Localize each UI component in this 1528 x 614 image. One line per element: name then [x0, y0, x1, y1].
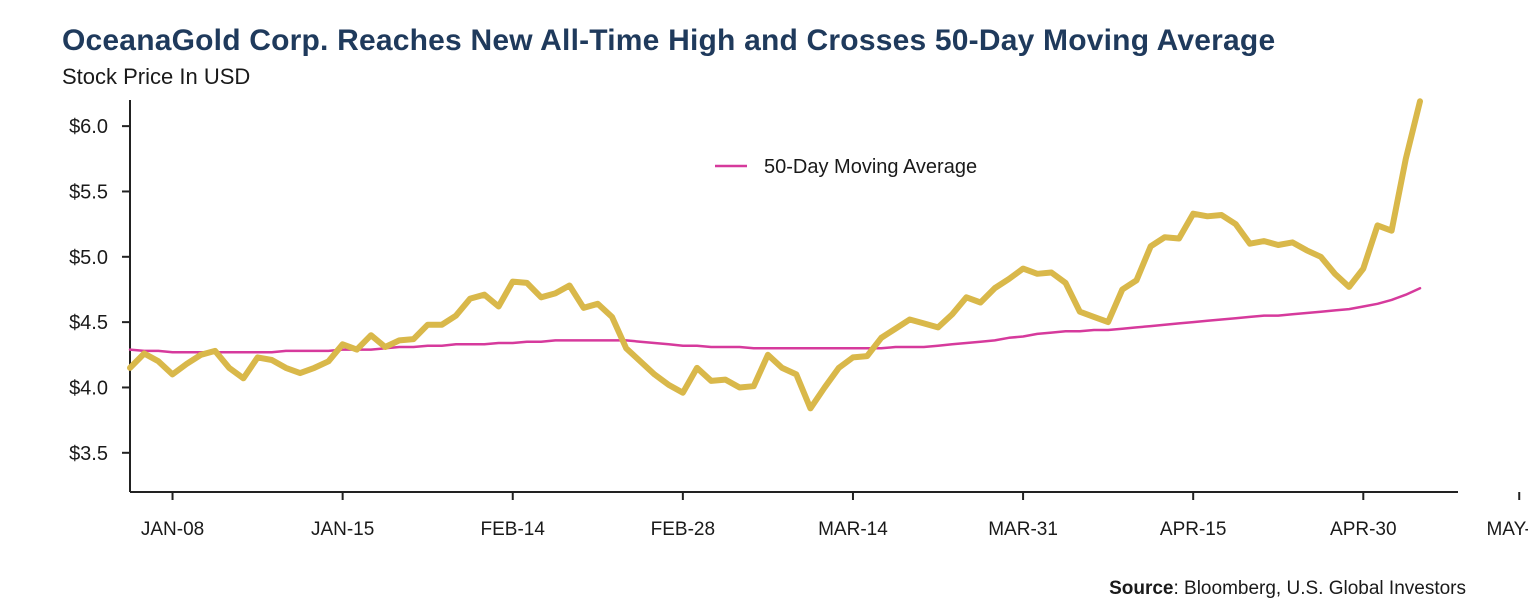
moving-average-series-line [128, 286, 1422, 354]
y-tick-label: $3.5 [69, 443, 108, 465]
source-note: Source: Bloomberg, U.S. Global Investors [1109, 578, 1466, 600]
source-text: : Bloomberg, U.S. Global Investors [1173, 578, 1466, 599]
x-tick-label: APR-15 [1160, 519, 1227, 540]
legend-label-moving-average: 50-Day Moving Average [764, 156, 977, 178]
chart-subtitle: Stock Price In USD [62, 64, 251, 89]
chart-ticks: $3.5 $4.0 $4.5 $5.0 $5.5 $6.0 JAN-08 JAN-15 FEB-… [69, 116, 1528, 540]
x-tick-label: FEB-28 [651, 519, 715, 540]
chart-axes [129, 100, 1458, 493]
x-tick-label: JAN-15 [311, 519, 374, 540]
y-tick-label: $6.0 [69, 116, 108, 138]
chart-legend: 50-Day Moving Average [715, 156, 977, 178]
x-tick-label: MAR-31 [988, 519, 1058, 540]
source-label: Source [1109, 578, 1174, 599]
y-tick-label: $4.0 [69, 377, 108, 399]
y-tick-label: $5.0 [69, 247, 108, 269]
x-tick-label: APR-30 [1330, 519, 1397, 540]
y-tick-label: $5.5 [69, 181, 108, 203]
chart-title: OceanaGold Corp. Reaches New All-Time Hi… [62, 24, 1276, 57]
x-tick-label: MAY-08 [1486, 519, 1528, 540]
x-tick-label: FEB-14 [481, 519, 546, 540]
x-tick-label: MAR-14 [818, 519, 888, 540]
x-tick-label: JAN-08 [141, 519, 204, 540]
y-tick-label: $4.5 [69, 312, 108, 334]
price-series-line [127, 98, 1423, 412]
chart-lines [127, 98, 1423, 412]
